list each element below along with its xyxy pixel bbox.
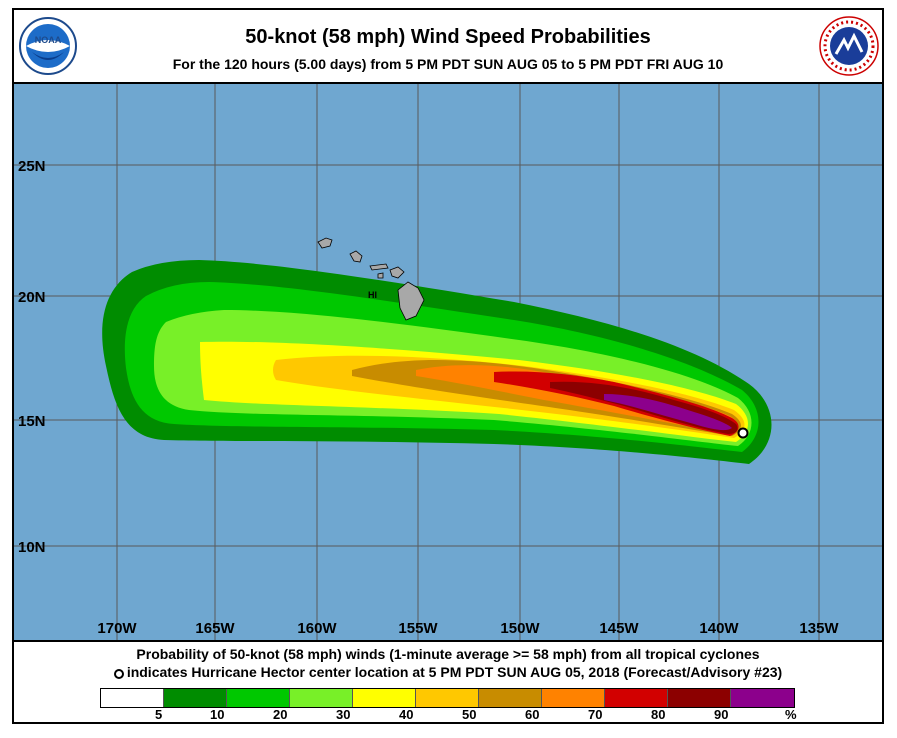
latitude-label: 20N [18,289,46,306]
legend-swatch [227,689,290,707]
island-maui [389,266,405,279]
legend-label: 50 [462,707,477,722]
probability-swath [102,260,772,464]
legend-label: 70 [588,707,603,722]
axis-labels: 25N 20N 15N 10N 170W 165W 160W 155W 150W 145W 140W… [18,158,839,637]
probability-map: HI 25N 20N 15N 10N 170W 165W 160W 155W 150W 145W 1… [14,84,882,640]
latitude-label: 15N [18,413,46,430]
map-panel: HI 25N 20N 15N 10N 170W 165W 160W 155W 150W 145W 1… [14,82,882,642]
footer-line-2-text: indicates Hurricane Hector center locati… [126,664,783,680]
island-lanai [377,272,384,279]
island-hawaii [397,281,425,321]
island-kauai [317,237,333,249]
legend-swatch [479,689,542,707]
swath-90-plus [604,394,732,431]
longitude-label: 140W [699,620,739,637]
latitude-label: 25N [18,158,46,175]
legend-label: 30 [336,707,351,722]
legend-swatch [290,689,353,707]
island-molokai [369,263,389,271]
legend-label: 5 [155,707,163,722]
legend-swatch [353,689,416,707]
legend-swatch [416,689,479,707]
legend-swatch [101,689,164,707]
legend-swatch [668,689,731,707]
legend-swatch [731,689,794,707]
latitude-label: 10N [18,539,46,556]
storm-center-symbol [113,669,124,679]
page-subtitle: For the 120 hours (5.00 days) from 5 PM … [172,56,724,72]
footer: Probability of 50-knot (58 mph) winds (1… [14,644,882,722]
legend-label: 90 [714,707,729,722]
storm-center-marker [737,427,749,439]
hawaiian-islands [317,237,425,321]
legend-label: 20 [273,707,288,722]
page-title: 50-knot (58 mph) Wind Speed Probabilitie… [245,26,651,48]
legend-label: 10 [210,707,225,722]
longitude-label: 160W [297,620,337,637]
longitude-label: 170W [97,620,137,637]
noaa-logo: NOAA [19,17,77,75]
legend-label: % [785,707,797,722]
legend-swatch [164,689,227,707]
legend-swatch [605,689,668,707]
region-label-hi: HI [368,290,377,300]
longitude-label: 155W [398,620,438,637]
probability-legend [100,688,795,708]
legend-label: 40 [399,707,414,722]
legend-swatch [542,689,605,707]
longitude-label: 150W [500,620,540,637]
island-oahu [349,250,363,263]
longitude-label: 165W [195,620,235,637]
footer-line-2: indicates Hurricane Hector center locati… [14,664,882,680]
footer-line-1: Probability of 50-knot (58 mph) winds (1… [136,646,760,662]
legend-label: 80 [651,707,666,722]
legend-label: 60 [525,707,540,722]
svg-text:NOAA: NOAA [35,35,62,45]
longitude-label: 135W [799,620,839,637]
nws-logo [819,16,879,76]
longitude-label: 145W [599,620,639,637]
header: NOAA 50-knot (58 mph) Wind Speed Probabi… [14,10,882,82]
